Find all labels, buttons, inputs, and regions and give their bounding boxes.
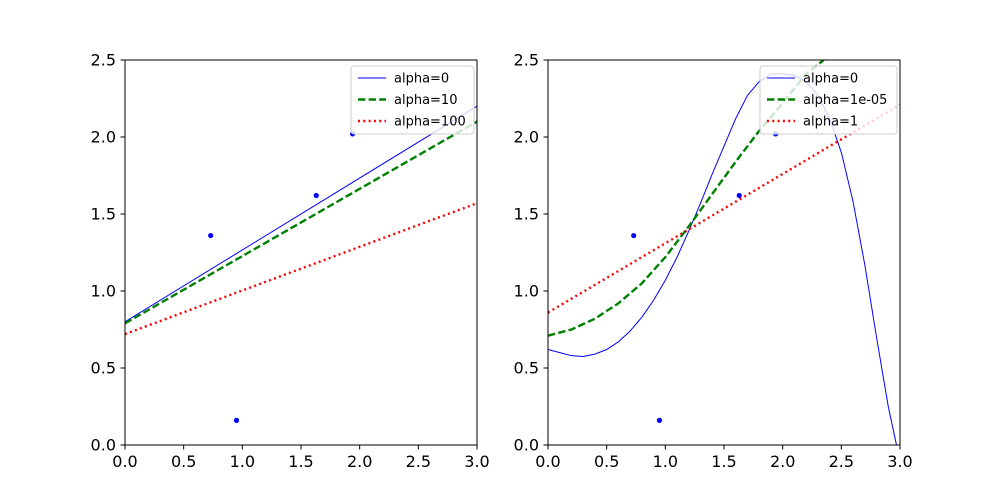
legend-box xyxy=(350,65,475,135)
y-tick-label: 2.0 xyxy=(91,128,116,147)
x-tick-label: 3.0 xyxy=(464,452,489,471)
x-tick-label: 0.0 xyxy=(112,452,137,471)
x-tick-label: 2.0 xyxy=(347,452,372,471)
x-tick-label: 0.5 xyxy=(171,452,196,471)
x-tick-label: 2.0 xyxy=(770,452,795,471)
x-tick-label: 2.5 xyxy=(406,452,431,471)
series-line-alpha-1 xyxy=(548,103,900,314)
legend-label: alpha=10 xyxy=(394,93,457,108)
data-point xyxy=(208,232,214,239)
right-chart-panel: 0.0 0.5 1.0 1.5 2.0 2.5 3.0 0.0 0.5 1.0 1.5 2.0 2.5 a… xyxy=(514,51,913,472)
legend-label: alpha=1e-05 xyxy=(803,93,887,108)
x-tick-label: 1.5 xyxy=(711,452,736,471)
y-tick-label: 2.5 xyxy=(514,51,539,70)
x-tick-label: 1.5 xyxy=(288,452,313,471)
y-tick-label: 0.0 xyxy=(514,436,539,455)
y-tick-label: 1.5 xyxy=(514,205,539,224)
x-tick-label: 0.5 xyxy=(594,452,619,471)
y-tick-label: 2.0 xyxy=(514,128,539,147)
y-tick-label: 1.0 xyxy=(91,282,116,301)
legend-label: alpha=0 xyxy=(394,72,449,87)
series-line-alpha-10 xyxy=(125,120,477,325)
data-point xyxy=(656,417,663,423)
series-line-alpha-0 xyxy=(548,73,897,445)
y-tick-label: 1.0 xyxy=(514,282,539,301)
x-tick-label: 1.0 xyxy=(653,452,678,471)
legend-label: alpha=1 xyxy=(803,115,858,130)
x-tick-label: 1.0 xyxy=(230,452,255,471)
legend: alpha=0 alpha=1e-05 alpha=1 xyxy=(759,65,898,135)
left-chart-panel: 0.0 0.5 1.0 1.5 2.0 2.5 3.0 0.0 0.5 1.0 1.5 2.0 2.5 a… xyxy=(91,51,490,472)
data-point xyxy=(736,192,742,199)
y-tick-label: 2.5 xyxy=(91,51,116,70)
legend: alpha=0 alpha=10 alpha=100 xyxy=(350,65,475,135)
legend-label: alpha=0 xyxy=(803,72,858,87)
plot-content xyxy=(548,60,900,445)
x-tick-label: 2.5 xyxy=(829,452,854,471)
series-line-alpha-100 xyxy=(125,202,477,336)
data-point xyxy=(313,192,319,199)
x-tick-label: 0.0 xyxy=(535,452,560,471)
series-line-alpha-1e-05 xyxy=(548,60,825,337)
legend-label: alpha=100 xyxy=(394,115,466,130)
legend-box xyxy=(759,65,898,135)
y-tick-label: 0.5 xyxy=(514,359,539,378)
y-tick-label: 0.0 xyxy=(91,436,116,455)
series-line-alpha-0 xyxy=(125,105,477,323)
y-tick-label: 1.5 xyxy=(91,205,116,224)
x-tick-label: 3.0 xyxy=(887,452,912,471)
data-point xyxy=(233,417,240,423)
y-tick-label: 0.5 xyxy=(91,359,116,378)
data-point xyxy=(631,232,637,239)
